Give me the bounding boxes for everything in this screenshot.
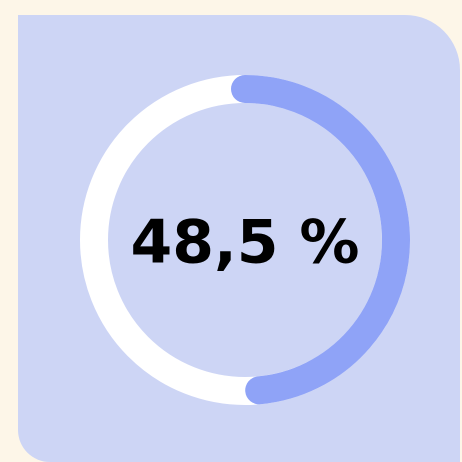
progress-label: 48,5 % xyxy=(130,208,359,278)
progress-arc xyxy=(231,75,410,405)
